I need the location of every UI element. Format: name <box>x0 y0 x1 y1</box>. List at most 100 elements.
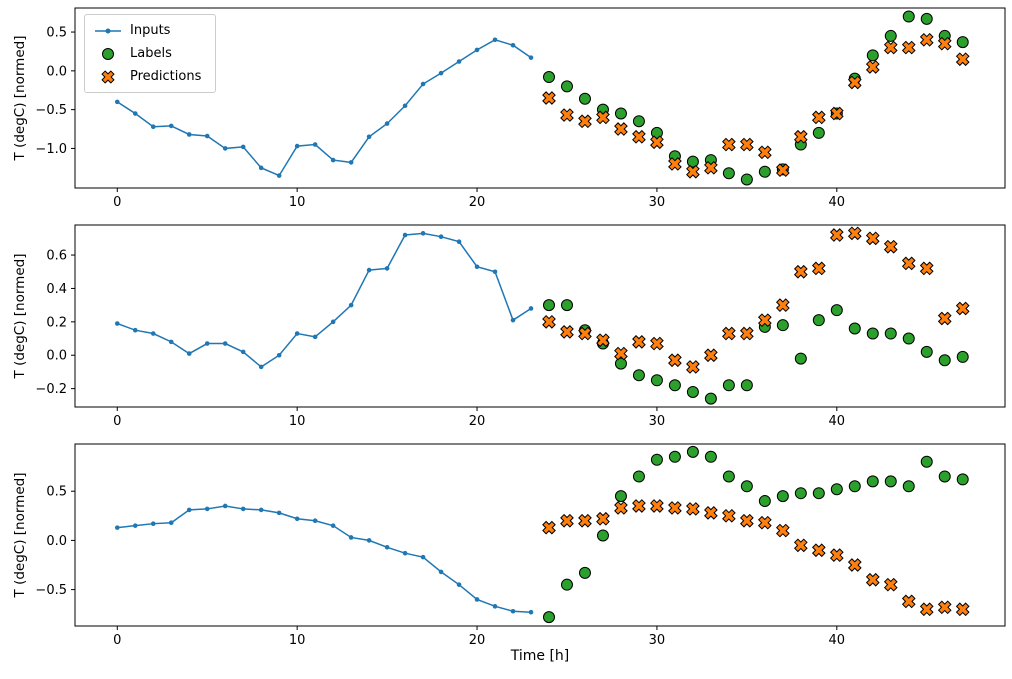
input-point <box>420 231 426 236</box>
label-point <box>956 473 969 486</box>
prediction-point <box>901 594 916 609</box>
label-point <box>812 126 825 139</box>
input-point <box>312 518 318 524</box>
label-point <box>614 107 627 120</box>
input-point <box>456 582 462 587</box>
label-point <box>956 350 969 363</box>
y-tick-label: −0.2 <box>35 382 67 397</box>
prediction-point <box>955 301 970 316</box>
prediction-point <box>757 515 772 530</box>
inputs-points <box>114 231 534 370</box>
prediction-point <box>757 313 772 328</box>
y-tick-label: 0.5 <box>46 26 67 41</box>
input-point <box>420 554 426 560</box>
prediction-point <box>955 602 970 617</box>
input-point <box>510 608 516 614</box>
prediction-point <box>578 114 592 129</box>
prediction-point <box>847 75 862 90</box>
prediction-point <box>704 160 718 175</box>
input-point <box>132 327 138 333</box>
input-point <box>168 123 174 129</box>
prediction-point <box>811 261 826 276</box>
prediction-point <box>596 511 610 526</box>
prediction-point <box>704 348 718 363</box>
prediction-point <box>883 577 898 592</box>
prediction-point <box>632 129 646 144</box>
prediction-point <box>757 145 772 160</box>
x-tick-label: 30 <box>649 633 666 648</box>
prediction-point <box>740 326 754 341</box>
input-point <box>474 264 480 270</box>
y-tick-label: 0.4 <box>46 282 67 297</box>
label-point <box>902 480 915 493</box>
input-point <box>186 507 192 513</box>
label-point <box>578 566 591 579</box>
legend-item-predictions: Predictions <box>94 69 201 84</box>
x-tick-label: 0 <box>113 414 121 429</box>
prediction-point <box>937 36 952 51</box>
label-point <box>848 480 861 493</box>
input-point <box>330 319 336 325</box>
label-point <box>758 495 771 508</box>
prediction-point <box>865 60 880 74</box>
predictions-x-marker-icon <box>101 69 115 84</box>
input-point <box>492 604 498 609</box>
input-point <box>348 535 354 540</box>
label-point <box>686 155 699 168</box>
axes-frame <box>74 224 1006 408</box>
input-point <box>114 321 120 326</box>
prediction-point <box>596 110 610 125</box>
input-point <box>204 133 210 139</box>
prediction-point <box>865 572 880 587</box>
input-point <box>132 111 138 116</box>
input-point <box>474 47 480 53</box>
prediction-point <box>650 336 664 351</box>
x-tick-label: 10 <box>289 195 306 210</box>
x-tick-label: 10 <box>289 414 306 429</box>
input-point <box>492 37 498 43</box>
input-point <box>294 516 300 522</box>
label-point <box>542 299 555 312</box>
prediction-point <box>865 231 880 246</box>
inputs-line <box>117 505 532 613</box>
label-point <box>920 345 933 358</box>
input-point <box>258 364 264 370</box>
input-point <box>168 520 174 526</box>
label-point <box>668 379 681 392</box>
label-point <box>794 487 807 500</box>
input-point <box>348 302 354 308</box>
prediction-point <box>883 40 898 55</box>
subplot-3: 0 10 20 30 40 −0.5 0.0 0.5 <box>35 443 1006 648</box>
prediction-point <box>901 256 916 271</box>
prediction-point <box>919 32 934 47</box>
input-point <box>294 331 300 336</box>
input-point <box>114 99 120 105</box>
prediction-point <box>847 226 862 241</box>
input-point <box>438 70 444 76</box>
prediction-point <box>668 157 682 171</box>
label-point <box>722 379 735 392</box>
input-point <box>384 544 390 550</box>
prediction-point <box>722 137 736 152</box>
legend-item-labels: Labels <box>94 46 201 61</box>
input-point <box>204 341 210 346</box>
label-point <box>740 480 753 493</box>
input-point <box>330 523 336 528</box>
label-point <box>632 470 645 483</box>
prediction-point <box>560 108 574 122</box>
input-point <box>240 144 246 150</box>
label-point <box>722 167 735 180</box>
label-point <box>614 490 627 503</box>
input-point <box>528 609 534 615</box>
input-point <box>276 173 282 178</box>
prediction-point <box>955 52 970 67</box>
label-point <box>830 483 843 496</box>
labels-points <box>542 445 969 624</box>
input-point <box>222 341 228 346</box>
input-point <box>366 538 372 543</box>
y-tick-label: 0.0 <box>46 534 67 549</box>
input-point <box>402 232 408 238</box>
y-tick-label: 0.0 <box>46 64 67 79</box>
label-point <box>812 487 825 500</box>
label-point <box>776 490 789 503</box>
